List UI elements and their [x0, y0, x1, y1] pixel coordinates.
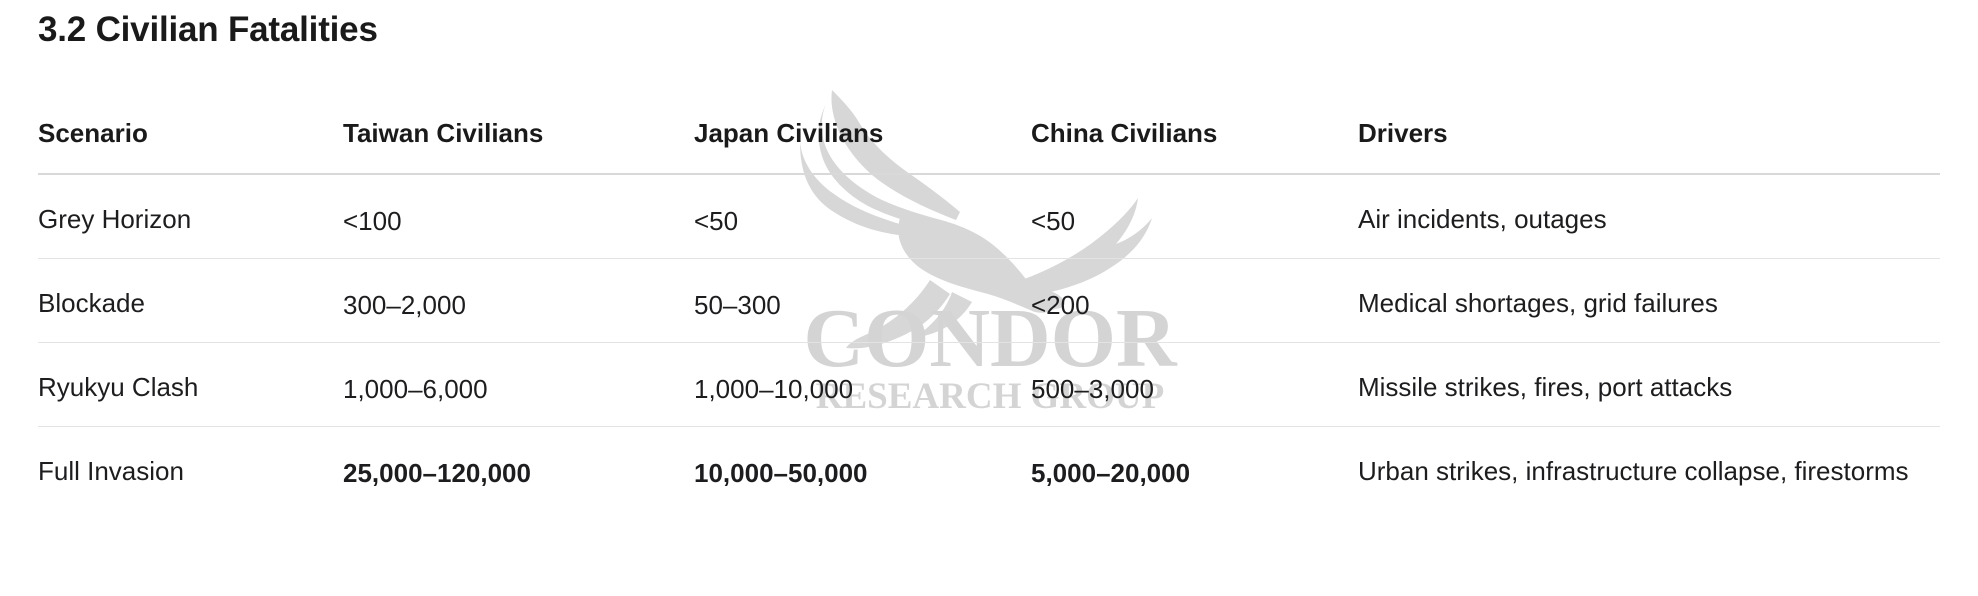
header-taiwan: Taiwan Civilians: [343, 98, 694, 175]
header-row: Scenario Taiwan Civilians Japan Civilian…: [38, 98, 1940, 175]
cell-taiwan: 25,000–120,000: [343, 457, 531, 488]
table-header: Scenario Taiwan Civilians Japan Civilian…: [38, 98, 1940, 175]
cell-scenario: Full Invasion: [38, 455, 184, 486]
header-scenario: Scenario: [38, 98, 343, 175]
cell-china: <50: [1031, 174, 1358, 259]
header-china: China Civilians: [1031, 98, 1358, 175]
cell-taiwan: <100: [343, 174, 694, 259]
header-drivers: Drivers: [1358, 98, 1940, 175]
table-row: Full Invasion 25,000–120,000 10,000–50,0…: [38, 426, 1940, 536]
table-row: Ryukyu Clash 1,000–6,000 1,000–10,000 50…: [38, 342, 1940, 427]
cell-china: 5,000–20,000: [1031, 457, 1191, 488]
cell-taiwan: 1,000–6,000: [343, 342, 694, 427]
cell-drivers: Air incidents, outages: [1358, 174, 1940, 259]
cell-taiwan: 300–2,000: [343, 258, 694, 343]
cell-drivers: Medical shortages, grid failures: [1358, 258, 1940, 343]
table-row: Grey Horizon <100 <50 <50 Air incidents,…: [38, 174, 1940, 259]
fatalities-table: Scenario Taiwan Civilians Japan Civilian…: [38, 98, 1940, 536]
table-row: Blockade 300–2,000 50–300 <200 Medical s…: [38, 258, 1940, 343]
cell-japan: 50–300: [694, 258, 1031, 343]
header-japan: Japan Civilians: [694, 98, 1031, 175]
cell-japan: 1,000–10,000: [694, 342, 1031, 427]
cell-japan: <50: [694, 174, 1031, 259]
section-title: 3.2 Civilian Fatalities: [38, 10, 378, 49]
table-body: Grey Horizon <100 <50 <50 Air incidents,…: [38, 174, 1940, 536]
cell-scenario: Blockade: [38, 258, 343, 343]
cell-scenario: Ryukyu Clash: [38, 342, 343, 427]
cell-drivers: Urban strikes, infrastructure collapse, …: [1358, 455, 1909, 486]
cell-china: 500–3,000: [1031, 342, 1358, 427]
cell-drivers: Missile strikes, fires, port attacks: [1358, 342, 1940, 427]
cell-japan: 10,000–50,000: [694, 457, 868, 488]
cell-china: <200: [1031, 258, 1358, 343]
cell-scenario: Grey Horizon: [38, 174, 343, 259]
